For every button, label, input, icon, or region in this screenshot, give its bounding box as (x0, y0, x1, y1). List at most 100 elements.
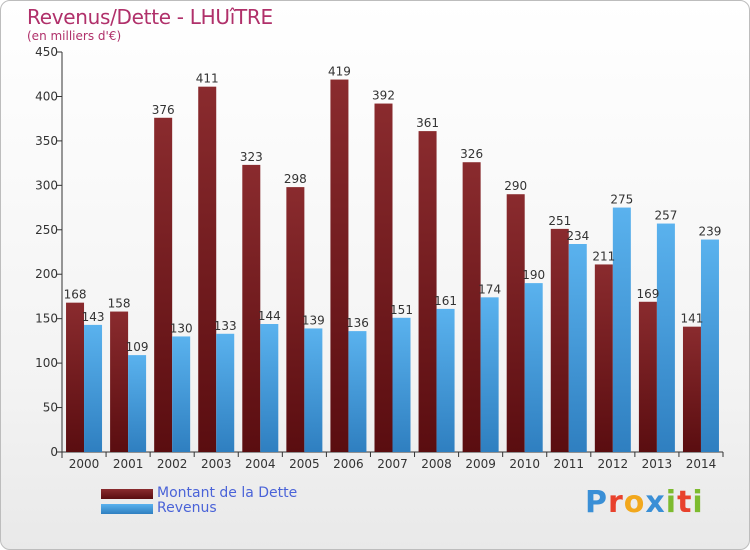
x-tick-label: 2013 (642, 457, 673, 471)
data-label: 136 (346, 316, 369, 330)
debt-bar (682, 326, 701, 452)
debt-bar (462, 162, 481, 452)
data-label: 144 (258, 309, 281, 323)
chart-subtitle: (en milliers d'€) (27, 29, 122, 43)
y-tick-label: 250 (35, 223, 58, 237)
data-label: 275 (610, 193, 633, 207)
y-tick-label: 0 (50, 445, 58, 459)
data-label: 141 (681, 312, 704, 326)
data-label: 326 (460, 147, 483, 161)
legend-label-debt: Montant de la Dette (157, 485, 298, 501)
y-tick-label: 200 (35, 267, 58, 281)
legend-swatch-revenue (101, 504, 153, 514)
debt-bar (594, 264, 613, 452)
data-label: 139 (302, 313, 325, 327)
data-label: 361 (416, 116, 439, 130)
revenue-bar (84, 324, 103, 452)
y-tick-label: 400 (35, 89, 58, 103)
debt-bar (374, 103, 393, 453)
data-label: 257 (654, 209, 677, 223)
debt-bar (418, 131, 437, 452)
logo-letter: P (585, 485, 608, 520)
debt-bar (638, 301, 657, 452)
revenue-bar (348, 331, 367, 452)
revenue-bar (436, 308, 455, 452)
data-label: 169 (636, 287, 659, 301)
x-tick-label: 2001 (113, 457, 144, 471)
revenue-bar (260, 324, 279, 452)
x-tick-label: 2004 (245, 457, 276, 471)
y-tick-label: 100 (35, 356, 58, 370)
data-label: 239 (699, 225, 722, 239)
y-tick-label: 350 (35, 134, 58, 148)
proxiti-logo: Proxiti (585, 485, 704, 520)
debt-bar (550, 228, 569, 452)
debt-bar (242, 164, 261, 452)
data-label: 298 (284, 172, 307, 186)
legend-swatch-debt (101, 489, 153, 499)
y-tick-label: 450 (35, 45, 58, 59)
data-label: 211 (592, 249, 615, 263)
revenue-bar (128, 355, 147, 452)
debt-bar (506, 194, 525, 452)
data-label: 168 (64, 288, 87, 302)
y-tick-label: 50 (43, 401, 58, 415)
data-label: 161 (434, 294, 457, 308)
bars (66, 79, 719, 453)
data-label: 251 (548, 214, 571, 228)
data-label: 234 (566, 229, 589, 243)
legend-label-revenue: Revenus (157, 500, 217, 516)
revenue-bar (392, 317, 411, 452)
revenue-bar (172, 336, 191, 452)
data-label: 133 (214, 319, 237, 333)
data-label: 109 (126, 340, 149, 354)
revenue-bar (480, 297, 499, 452)
data-label: 323 (240, 150, 263, 164)
x-tick-label: 2005 (289, 457, 320, 471)
revenue-bar (656, 223, 675, 452)
debt-bar (330, 79, 349, 453)
revenue-bar (304, 328, 323, 452)
revenue-bar (700, 239, 719, 452)
data-label: 130 (170, 321, 193, 335)
x-tick-label: 2000 (69, 457, 100, 471)
logo-letter: o (623, 485, 646, 520)
logo-letter: i (692, 485, 704, 520)
revenue-bar (216, 333, 235, 452)
data-label: 190 (522, 268, 545, 282)
revenue-bar (524, 283, 543, 452)
x-tick-label: 2007 (377, 457, 408, 471)
x-tick-label: 2014 (686, 457, 717, 471)
revenue-bar (612, 207, 631, 452)
x-tick-label: 2006 (333, 457, 364, 471)
data-label: 151 (390, 303, 413, 317)
y-tick-label: 300 (35, 178, 58, 192)
data-label: 419 (328, 65, 351, 79)
debt-bar (198, 86, 217, 453)
logo-letter: t (677, 485, 693, 520)
data-label: 158 (108, 297, 131, 311)
x-tick-label: 2009 (465, 457, 496, 471)
data-label: 290 (504, 179, 527, 193)
chart-title: Revenus/Dette - LHUîTRE (27, 5, 273, 29)
logo-letter: x (645, 485, 666, 520)
data-label: 392 (372, 89, 395, 103)
x-tick-label: 2008 (421, 457, 452, 471)
debt-bar (286, 187, 305, 452)
x-tick-label: 2011 (553, 457, 584, 471)
data-label: 143 (82, 310, 105, 324)
x-tick-label: 2012 (598, 457, 629, 471)
x-tick-label: 2002 (157, 457, 188, 471)
logo-letter: i (665, 485, 678, 520)
debt-bar (66, 302, 85, 452)
debt-bar (154, 117, 173, 453)
x-tick-label: 2003 (201, 457, 232, 471)
x-tick-label: 2010 (509, 457, 540, 471)
axes: 0 50 100 150 200 250 300 350 400 450 2000 2001 2002 2… (35, 45, 724, 471)
debt-bar (110, 311, 129, 452)
data-label: 376 (152, 103, 175, 117)
y-tick-label: 150 (35, 312, 58, 326)
